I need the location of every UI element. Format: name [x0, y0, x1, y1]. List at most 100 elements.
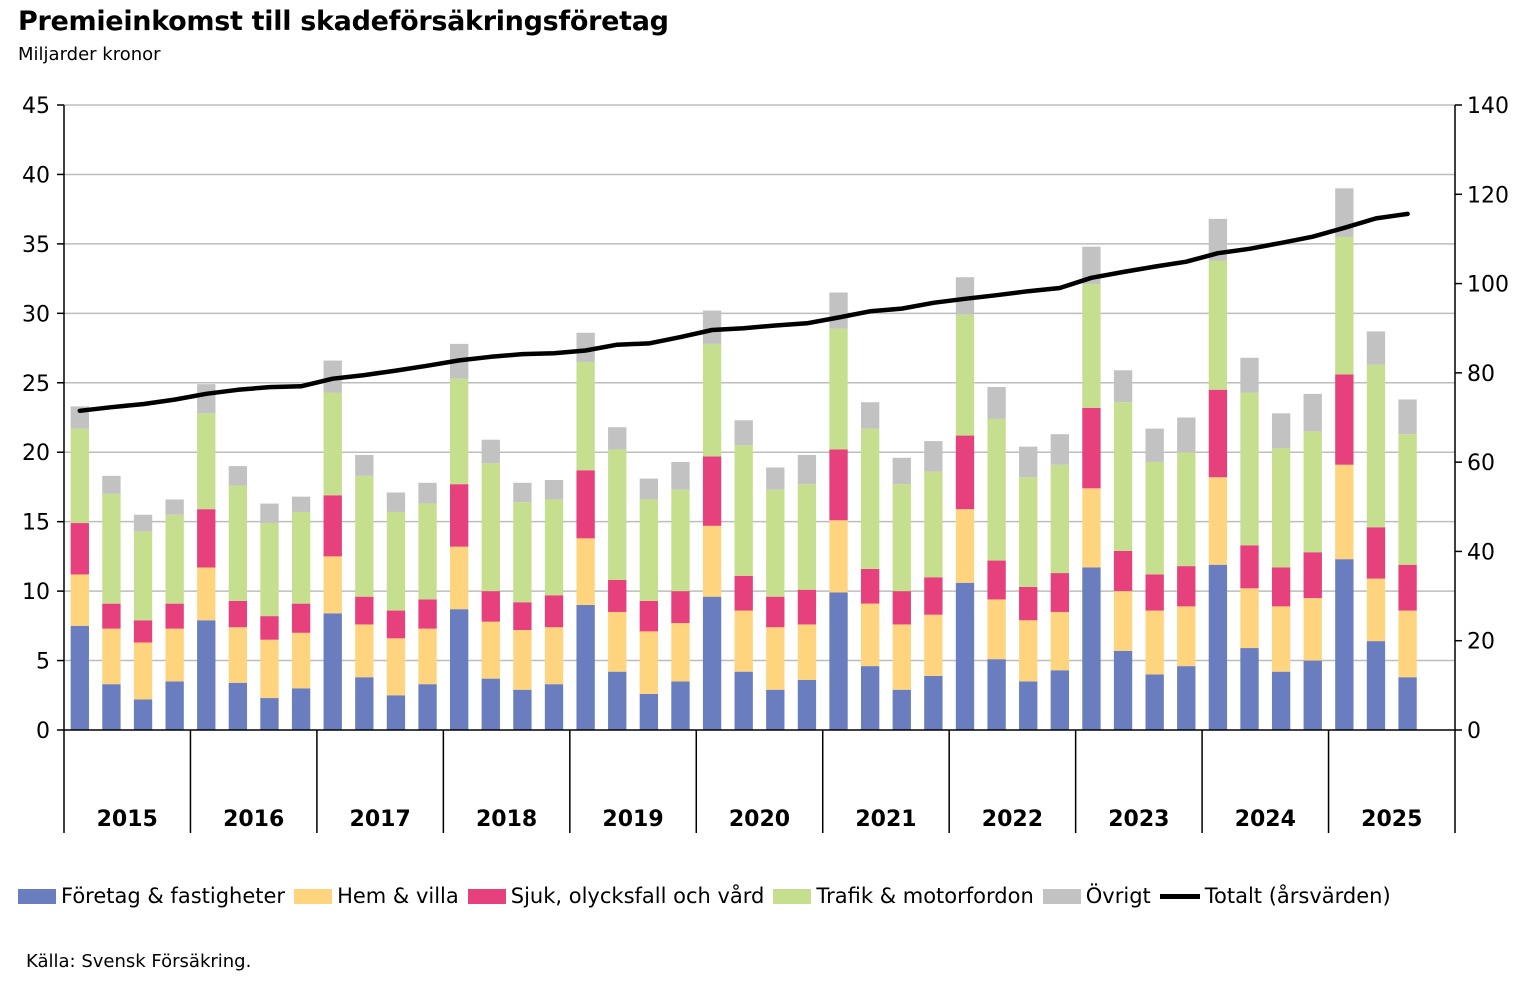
bar-segment-4-38	[1271, 413, 1291, 449]
year-label-2021: 2021	[855, 807, 916, 832]
bar-segment-3-12	[450, 378, 469, 485]
bar-segment-4-26	[892, 457, 911, 485]
bar-segment-1-25	[860, 603, 880, 667]
bar-segment-4-28	[955, 277, 975, 315]
legend-swatch-totalt	[1159, 893, 1200, 899]
bar-segment-3-9	[355, 475, 374, 597]
bar-segment-4-31	[1050, 434, 1069, 465]
bar-segment-1-2	[133, 642, 153, 700]
bar-segment-3-32	[1082, 284, 1101, 408]
bar-segment-0-35	[1177, 666, 1196, 730]
bar-segment-0-18	[639, 693, 659, 730]
bar-segment-1-31	[1050, 611, 1069, 671]
bar-segment-2-4	[197, 509, 216, 568]
bar-segment-1-3	[165, 628, 184, 682]
bar-segment-2-24	[829, 449, 848, 521]
bar-segment-0-7	[291, 688, 311, 730]
bar-segment-1-23	[797, 624, 817, 680]
bar-segment-2-9	[355, 596, 374, 625]
bar-segment-4-7	[291, 496, 311, 512]
bar-segment-0-31	[1050, 670, 1069, 730]
bar-segment-3-40	[1335, 236, 1354, 375]
bar-segment-3-34	[1145, 461, 1164, 575]
bar-segment-2-1	[102, 603, 121, 629]
bar-segment-4-1	[102, 475, 121, 494]
bar-segment-0-0	[70, 625, 89, 730]
year-label-2015: 2015	[97, 807, 158, 832]
bar-segment-2-19	[671, 591, 690, 624]
y2-tick-label: 120	[1467, 183, 1509, 208]
bar-segment-3-21	[734, 445, 753, 576]
bar-segment-3-25	[860, 428, 880, 569]
source-note: Källa: Svensk Försäkring.	[26, 951, 252, 972]
bar-segment-4-30	[1019, 446, 1038, 478]
year-label-2017: 2017	[350, 807, 411, 832]
bar-segment-4-14	[513, 482, 532, 503]
bar-segment-0-32	[1082, 567, 1101, 730]
bar-segment-3-37	[1240, 392, 1259, 546]
bar-segment-4-13	[481, 439, 500, 464]
bar-segment-3-29	[987, 418, 1006, 561]
bar-segment-3-10	[386, 511, 406, 611]
bar-segment-0-4	[197, 620, 216, 730]
legend-swatch-trafik	[773, 888, 812, 904]
bar-segment-0-38	[1271, 671, 1291, 730]
bar-segment-0-29	[987, 659, 1006, 730]
bar-segment-2-34	[1145, 574, 1164, 611]
bar-segment-2-6	[260, 616, 279, 640]
bar-segment-2-33	[1113, 550, 1133, 592]
bar-segment-2-25	[860, 568, 880, 604]
bar-segment-4-27	[924, 441, 943, 472]
bar-segment-4-36	[1208, 218, 1228, 261]
bar-segment-2-26	[892, 591, 911, 625]
bar-segment-2-0	[70, 523, 89, 575]
legend-item-hem: Hem & villa	[294, 884, 459, 908]
bar-segment-0-37	[1240, 648, 1259, 730]
bar-segment-0-21	[734, 671, 753, 730]
bar-segment-1-21	[734, 610, 753, 672]
bar-segment-0-19	[671, 681, 690, 730]
legend-label-hem: Hem & villa	[337, 884, 459, 908]
bar-segment-2-41	[1366, 527, 1386, 579]
bar-segment-4-21	[734, 420, 753, 446]
bar-segment-0-5	[228, 682, 248, 730]
y2-tick-label: 80	[1467, 362, 1495, 387]
y-tick-label: 0	[36, 719, 50, 744]
bar-segment-3-2	[133, 531, 153, 621]
bar-segment-3-5	[228, 485, 248, 601]
bar-segment-4-9	[355, 455, 374, 476]
bar-segment-1-9	[355, 624, 374, 678]
legend: Företag & fastigheter Hem & villa Sjuk, …	[18, 884, 1400, 908]
bar-segment-1-35	[1177, 606, 1196, 667]
bar-segment-2-40	[1335, 374, 1354, 465]
bar-segment-0-20	[702, 596, 722, 730]
bar-segment-1-36	[1208, 477, 1228, 565]
y2-tick-label: 40	[1467, 540, 1495, 565]
bar-segment-4-23	[797, 455, 817, 485]
bar-segment-1-17	[608, 611, 627, 672]
bar-segment-2-38	[1271, 567, 1291, 607]
total-line-layer	[77, 211, 1410, 414]
bar-segment-1-4	[197, 567, 216, 621]
bar-segment-4-39	[1303, 393, 1322, 432]
bar-segment-0-11	[418, 684, 437, 730]
y-tick-label: 10	[22, 580, 50, 605]
bar-segment-4-15	[544, 480, 564, 500]
bar-segment-2-27	[924, 577, 943, 615]
bar-segment-3-19	[671, 489, 690, 592]
bar-segment-0-26	[892, 689, 911, 730]
total-line	[77, 211, 1410, 414]
y-tick-label: 30	[22, 302, 50, 327]
bar-segment-3-0	[70, 428, 89, 524]
chart-subtitle: Miljarder kronor	[18, 44, 161, 65]
y2-tick-label: 140	[1467, 94, 1509, 119]
bar-segment-0-30	[1019, 681, 1038, 730]
bar-segment-2-30	[1019, 586, 1038, 621]
bar-segment-1-5	[228, 627, 248, 683]
bar-segment-1-22	[766, 627, 785, 690]
axes: 0510152025303540450204060801001201402015…	[22, 94, 1509, 833]
bar-segment-3-31	[1050, 464, 1069, 574]
bar-segment-2-11	[418, 599, 437, 629]
y-tick-label: 20	[22, 441, 50, 466]
bar-segment-4-18	[639, 478, 659, 500]
